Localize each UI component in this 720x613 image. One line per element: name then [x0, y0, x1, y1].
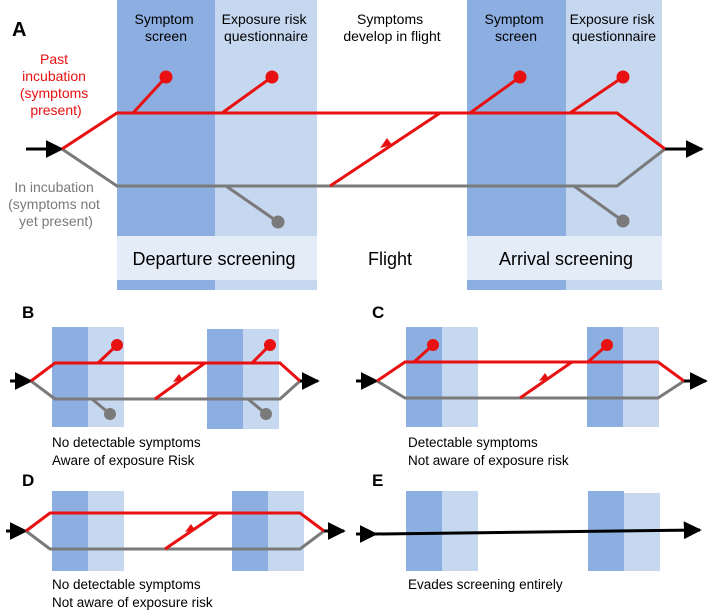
- d-dep-symptom-band: [52, 491, 88, 571]
- arr-symptom-branch: [469, 75, 521, 115]
- e-dep-exposure-band: [442, 491, 478, 571]
- b-dep-exposure-dot-gray: [104, 408, 116, 420]
- c-dep-symptom-dot: [427, 339, 439, 351]
- label-past-incubation: Past incubation (symptoms present): [20, 51, 92, 118]
- dep-exposure-branch-gray: [225, 184, 279, 224]
- d-arr-exposure-band: [268, 491, 304, 571]
- b-arr-exposure-dot-red: [264, 339, 276, 351]
- arrival-label-bg: [467, 236, 662, 280]
- d-caption: No detectable symptoms Not aware of expo…: [52, 577, 213, 610]
- panel-c-letter: C: [372, 303, 384, 322]
- panel-c: C Detectable symptoms Not aware of expos…: [356, 303, 708, 468]
- panel-e: E Evades screening entirely: [356, 471, 702, 592]
- panel-d: D No detectable symptoms Not aware of ex…: [6, 471, 346, 610]
- symptoms-develop-line: [329, 111, 441, 188]
- label-departure-screening: Departure screening: [132, 249, 295, 269]
- b-caption: No detectable symptoms Aware of exposure…: [52, 435, 204, 468]
- d-develop-arrowhead: [185, 524, 195, 532]
- header-exposure-departure: Exposure risk questionnaire: [222, 11, 311, 44]
- header-flight: Symptoms develop in flight: [343, 11, 440, 44]
- panel-e-letter: E: [372, 471, 383, 490]
- e-dep-symptom-band: [406, 491, 442, 571]
- c-arr-exposure-band: [623, 327, 659, 427]
- red-symptomatic-path: [61, 111, 666, 151]
- c-arr-symptom-dot: [601, 339, 613, 351]
- dep-symptom-dot: [159, 70, 173, 84]
- departure-label-bg: [117, 236, 317, 280]
- e-black-path: [375, 521, 702, 540]
- arr-exposure-dot-red: [616, 70, 630, 84]
- b-red-path: [30, 361, 302, 383]
- c-red-path: [376, 360, 685, 383]
- c-caption: Detectable symptoms Not aware of exposur…: [408, 435, 569, 468]
- d-red-path: [25, 511, 325, 533]
- c-gray-path: [376, 379, 685, 400]
- panel-a: A Symptom screen Exposure risk questionn…: [8, 0, 704, 290]
- label-arrival-screening: Arrival screening: [499, 249, 633, 269]
- dep-symptom-branch: [131, 75, 168, 115]
- symptoms-develop-arrowhead: [380, 138, 392, 148]
- header-symptom-departure: Symptom screen: [134, 11, 197, 44]
- b-develop-line: [154, 361, 206, 401]
- c-develop-arrowhead: [539, 373, 549, 381]
- panel-b-letter: B: [22, 303, 34, 322]
- b-arr-exposure-dot-gray: [260, 408, 272, 420]
- header-symptom-arrival: Symptom screen: [484, 11, 547, 44]
- label-flight: Flight: [368, 249, 412, 269]
- arr-symptom-dot: [513, 70, 527, 84]
- c-dep-exposure-band: [442, 327, 478, 427]
- gray-incubation-path: [61, 147, 666, 188]
- d-arr-symptom-band: [232, 491, 268, 571]
- panel-a-letter: A: [12, 19, 26, 41]
- e-caption: Evades screening entirely: [408, 577, 563, 592]
- b-dep-symptom-band: [52, 327, 88, 427]
- d-develop-line: [164, 511, 219, 551]
- b-dep-exposure-dot-red: [111, 339, 123, 351]
- label-in-incubation: In incubation (symptoms not yet present): [8, 179, 104, 229]
- panel-b: B No detectable symptoms Aware of exposu…: [10, 303, 320, 468]
- dep-exposure-branch-red: [221, 75, 273, 115]
- b-develop-arrowhead: [173, 374, 183, 382]
- panel-d-letter: D: [22, 471, 34, 490]
- dep-exposure-dot-gray: [271, 215, 285, 229]
- d-dep-exposure-band: [88, 491, 124, 571]
- dep-exposure-dot-red: [265, 70, 279, 84]
- header-exposure-arrival: Exposure risk questionnaire: [570, 11, 659, 44]
- d-gray-path: [25, 529, 160, 551]
- b-arr-symptom-band: [207, 329, 243, 429]
- arr-exposure-branch-gray: [573, 184, 624, 223]
- d-gray-path-end: [160, 529, 325, 551]
- arr-exposure-dot-gray: [616, 214, 630, 228]
- arr-exposure-branch-red: [569, 75, 624, 115]
- b-gray-path: [30, 379, 302, 401]
- c-develop-line: [519, 360, 573, 400]
